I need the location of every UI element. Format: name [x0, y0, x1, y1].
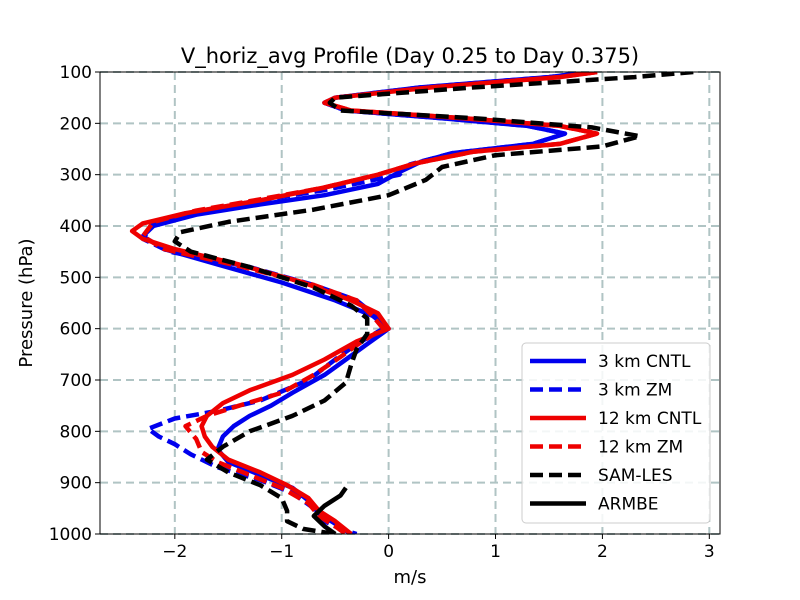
- x-tick-label: 2: [597, 542, 608, 562]
- y-tick-label: 100: [60, 63, 92, 83]
- x-axis: −2 −1 0 1 2 3: [162, 534, 715, 562]
- y-tick-label: 400: [60, 217, 92, 237]
- x-tick-label: 1: [490, 542, 501, 562]
- y-axis-label: Pressure (hPa): [16, 238, 37, 367]
- x-tick-label: 3: [704, 542, 715, 562]
- y-tick-label: 600: [60, 320, 92, 340]
- y-tick-label: 700: [60, 371, 92, 391]
- y-tick-label: 1000: [49, 525, 92, 545]
- y-tick-label: 800: [60, 422, 92, 442]
- series-line-sam-les: [172, 72, 694, 534]
- y-axis: 100 200 300 400 500 600 700 800 900 1000: [49, 63, 100, 545]
- plot-frame: [99, 71, 721, 535]
- legend-label: ARMBE: [598, 495, 659, 515]
- legend-label: SAM-LES: [598, 466, 673, 486]
- y-tick-label: 300: [60, 166, 92, 186]
- legend-label: 12 km ZM: [598, 438, 683, 458]
- y-tick-label: 900: [60, 474, 92, 494]
- x-tick-label: 0: [383, 542, 394, 562]
- legend-label: 12 km CNTL: [598, 409, 702, 429]
- chart-title: V_horiz_avg Profile (Day 0.25 to Day 0.3…: [181, 44, 639, 69]
- y-tick-label: 200: [60, 114, 92, 134]
- series-layer: [129, 72, 694, 534]
- legend: 3 km CNTL 3 km ZM 12 km CNTL 12 km ZM SAM-LE…: [521, 342, 711, 524]
- x-tick-label: −2: [162, 542, 187, 562]
- y-tick-label: 500: [60, 268, 92, 288]
- x-axis-label: m/s: [394, 567, 427, 588]
- series-line-armbe: [311, 486, 348, 534]
- legend-label: 3 km CNTL: [598, 352, 691, 372]
- x-tick-label: −1: [269, 542, 294, 562]
- legend-label: 3 km ZM: [598, 381, 672, 401]
